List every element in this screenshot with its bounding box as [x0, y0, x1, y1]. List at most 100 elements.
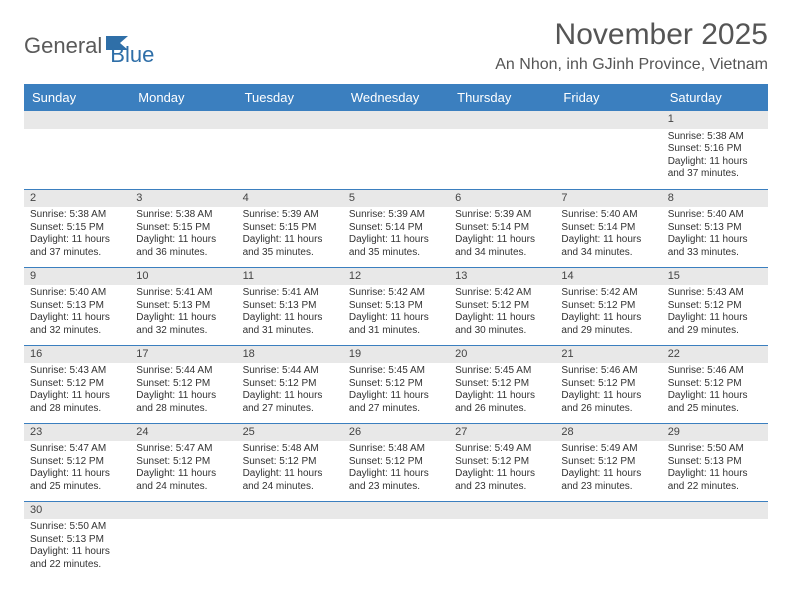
day-number	[555, 502, 661, 520]
day-body: Sunrise: 5:42 AMSunset: 5:12 PMDaylight:…	[555, 285, 661, 341]
empty-cell	[24, 111, 130, 189]
day-number: 6	[449, 190, 555, 208]
day-cell: 9Sunrise: 5:40 AMSunset: 5:13 PMDaylight…	[24, 267, 130, 345]
empty-cell	[555, 111, 661, 189]
day-number: 18	[237, 346, 343, 364]
calendar-body: 1Sunrise: 5:38 AMSunset: 5:16 PMDaylight…	[24, 111, 768, 579]
logo: General Blue	[24, 24, 154, 68]
day-number: 24	[130, 424, 236, 442]
day-body: Sunrise: 5:47 AMSunset: 5:12 PMDaylight:…	[130, 441, 236, 497]
weekday-header: Saturday	[662, 84, 768, 111]
day-cell: 1Sunrise: 5:38 AMSunset: 5:16 PMDaylight…	[662, 111, 768, 189]
day-cell: 26Sunrise: 5:48 AMSunset: 5:12 PMDayligh…	[343, 423, 449, 501]
day-body: Sunrise: 5:40 AMSunset: 5:14 PMDaylight:…	[555, 207, 661, 263]
day-cell: 12Sunrise: 5:42 AMSunset: 5:13 PMDayligh…	[343, 267, 449, 345]
day-body: Sunrise: 5:43 AMSunset: 5:12 PMDaylight:…	[662, 285, 768, 341]
day-body: Sunrise: 5:47 AMSunset: 5:12 PMDaylight:…	[24, 441, 130, 497]
day-body: Sunrise: 5:49 AMSunset: 5:12 PMDaylight:…	[449, 441, 555, 497]
day-number: 11	[237, 268, 343, 286]
day-cell: 21Sunrise: 5:46 AMSunset: 5:12 PMDayligh…	[555, 345, 661, 423]
day-body: Sunrise: 5:40 AMSunset: 5:13 PMDaylight:…	[24, 285, 130, 341]
day-cell: 27Sunrise: 5:49 AMSunset: 5:12 PMDayligh…	[449, 423, 555, 501]
day-cell: 11Sunrise: 5:41 AMSunset: 5:13 PMDayligh…	[237, 267, 343, 345]
week-row: 9Sunrise: 5:40 AMSunset: 5:13 PMDaylight…	[24, 267, 768, 345]
calendar-table: SundayMondayTuesdayWednesdayThursdayFrid…	[24, 84, 768, 579]
day-body: Sunrise: 5:48 AMSunset: 5:12 PMDaylight:…	[237, 441, 343, 497]
day-cell: 28Sunrise: 5:49 AMSunset: 5:12 PMDayligh…	[555, 423, 661, 501]
day-cell: 22Sunrise: 5:46 AMSunset: 5:12 PMDayligh…	[662, 345, 768, 423]
day-number: 12	[343, 268, 449, 286]
week-row: 1Sunrise: 5:38 AMSunset: 5:16 PMDaylight…	[24, 111, 768, 189]
day-cell: 19Sunrise: 5:45 AMSunset: 5:12 PMDayligh…	[343, 345, 449, 423]
day-cell: 14Sunrise: 5:42 AMSunset: 5:12 PMDayligh…	[555, 267, 661, 345]
day-body: Sunrise: 5:40 AMSunset: 5:13 PMDaylight:…	[662, 207, 768, 263]
week-row: 2Sunrise: 5:38 AMSunset: 5:15 PMDaylight…	[24, 189, 768, 267]
day-number: 14	[555, 268, 661, 286]
day-body: Sunrise: 5:42 AMSunset: 5:12 PMDaylight:…	[449, 285, 555, 341]
day-number: 30	[24, 502, 130, 520]
day-number	[343, 502, 449, 520]
empty-cell	[449, 111, 555, 189]
day-cell: 23Sunrise: 5:47 AMSunset: 5:12 PMDayligh…	[24, 423, 130, 501]
day-number: 13	[449, 268, 555, 286]
day-cell: 24Sunrise: 5:47 AMSunset: 5:12 PMDayligh…	[130, 423, 236, 501]
day-number: 26	[343, 424, 449, 442]
day-cell: 18Sunrise: 5:44 AMSunset: 5:12 PMDayligh…	[237, 345, 343, 423]
empty-cell	[237, 501, 343, 579]
day-cell: 30Sunrise: 5:50 AMSunset: 5:13 PMDayligh…	[24, 501, 130, 579]
day-number: 16	[24, 346, 130, 364]
day-body: Sunrise: 5:39 AMSunset: 5:15 PMDaylight:…	[237, 207, 343, 263]
day-body: Sunrise: 5:44 AMSunset: 5:12 PMDaylight:…	[237, 363, 343, 419]
day-number: 27	[449, 424, 555, 442]
week-row: 16Sunrise: 5:43 AMSunset: 5:12 PMDayligh…	[24, 345, 768, 423]
day-cell: 13Sunrise: 5:42 AMSunset: 5:12 PMDayligh…	[449, 267, 555, 345]
week-row: 23Sunrise: 5:47 AMSunset: 5:12 PMDayligh…	[24, 423, 768, 501]
empty-cell	[662, 501, 768, 579]
day-number: 23	[24, 424, 130, 442]
weekday-header: Wednesday	[343, 84, 449, 111]
day-body: Sunrise: 5:38 AMSunset: 5:15 PMDaylight:…	[130, 207, 236, 263]
day-body: Sunrise: 5:50 AMSunset: 5:13 PMDaylight:…	[24, 519, 130, 575]
weekday-header: Thursday	[449, 84, 555, 111]
day-number	[237, 111, 343, 129]
day-number	[343, 111, 449, 129]
day-number	[130, 502, 236, 520]
day-cell: 20Sunrise: 5:45 AMSunset: 5:12 PMDayligh…	[449, 345, 555, 423]
day-cell: 29Sunrise: 5:50 AMSunset: 5:13 PMDayligh…	[662, 423, 768, 501]
day-cell: 3Sunrise: 5:38 AMSunset: 5:15 PMDaylight…	[130, 189, 236, 267]
day-number: 19	[343, 346, 449, 364]
day-number: 15	[662, 268, 768, 286]
day-body: Sunrise: 5:42 AMSunset: 5:13 PMDaylight:…	[343, 285, 449, 341]
logo-text-blue: Blue	[110, 42, 154, 68]
day-number	[130, 111, 236, 129]
weekday-header: Tuesday	[237, 84, 343, 111]
month-title: November 2025	[495, 18, 768, 52]
day-body: Sunrise: 5:38 AMSunset: 5:16 PMDaylight:…	[662, 129, 768, 185]
day-body: Sunrise: 5:45 AMSunset: 5:12 PMDaylight:…	[343, 363, 449, 419]
day-body: Sunrise: 5:41 AMSunset: 5:13 PMDaylight:…	[130, 285, 236, 341]
day-cell: 5Sunrise: 5:39 AMSunset: 5:14 PMDaylight…	[343, 189, 449, 267]
weekday-header: Friday	[555, 84, 661, 111]
day-number: 3	[130, 190, 236, 208]
weekday-header-row: SundayMondayTuesdayWednesdayThursdayFrid…	[24, 84, 768, 111]
empty-cell	[555, 501, 661, 579]
logo-text-general: General	[24, 33, 102, 59]
empty-cell	[237, 111, 343, 189]
day-cell: 2Sunrise: 5:38 AMSunset: 5:15 PMDaylight…	[24, 189, 130, 267]
empty-cell	[130, 111, 236, 189]
day-number: 1	[662, 111, 768, 129]
day-cell: 16Sunrise: 5:43 AMSunset: 5:12 PMDayligh…	[24, 345, 130, 423]
day-number	[237, 502, 343, 520]
header: General Blue November 2025 An Nhon, inh …	[24, 18, 768, 74]
day-body: Sunrise: 5:50 AMSunset: 5:13 PMDaylight:…	[662, 441, 768, 497]
day-number: 8	[662, 190, 768, 208]
day-number	[662, 502, 768, 520]
day-cell: 25Sunrise: 5:48 AMSunset: 5:12 PMDayligh…	[237, 423, 343, 501]
day-number: 10	[130, 268, 236, 286]
empty-cell	[130, 501, 236, 579]
day-number	[555, 111, 661, 129]
day-body: Sunrise: 5:39 AMSunset: 5:14 PMDaylight:…	[343, 207, 449, 263]
day-body: Sunrise: 5:49 AMSunset: 5:12 PMDaylight:…	[555, 441, 661, 497]
day-cell: 6Sunrise: 5:39 AMSunset: 5:14 PMDaylight…	[449, 189, 555, 267]
week-row: 30Sunrise: 5:50 AMSunset: 5:13 PMDayligh…	[24, 501, 768, 579]
